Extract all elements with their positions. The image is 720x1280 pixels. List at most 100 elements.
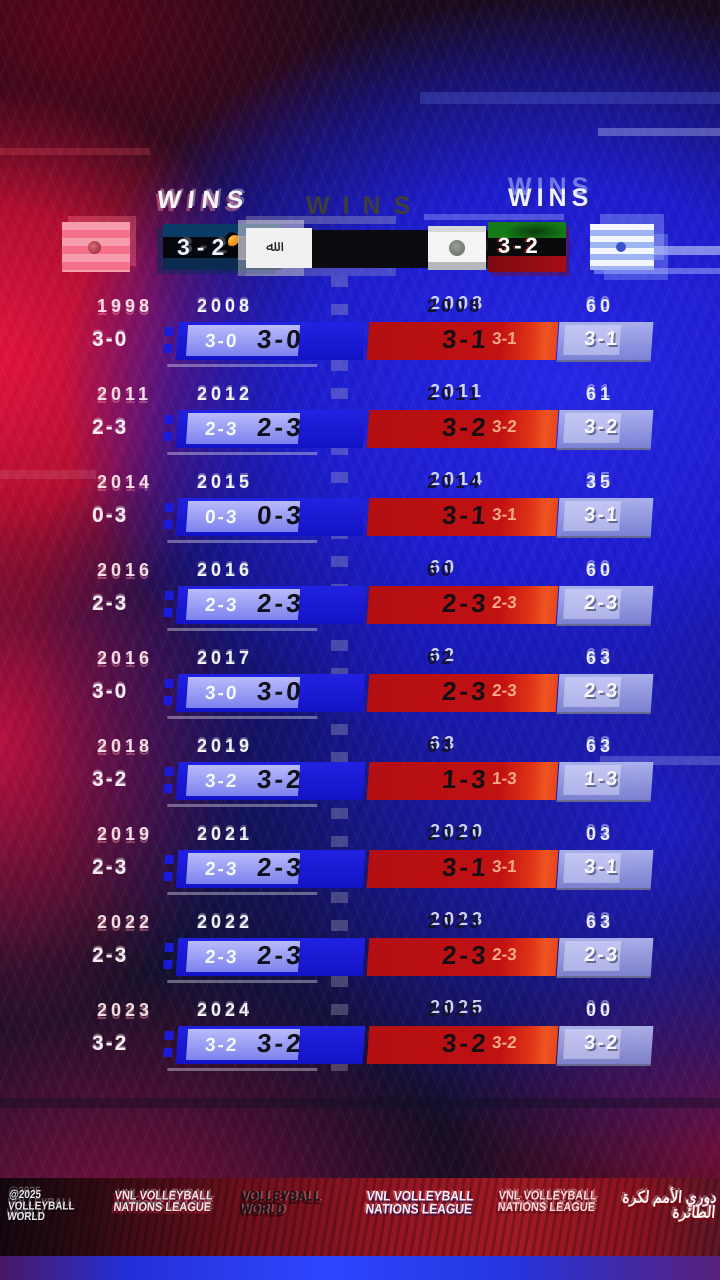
- score-pill-red: 2-3 2-3: [366, 674, 559, 712]
- score-ghost-left: 0-3: [92, 504, 129, 527]
- score-pill-light: 3-1: [556, 498, 654, 538]
- year-right-ghost: 00: [586, 1000, 615, 1020]
- year-left: 2016: [197, 560, 254, 580]
- table-row: 2016 2017 62 63 3-0 3-0 3-0 2-3 2-3 2-3: [0, 648, 720, 736]
- score-pill-blue: 3-2 3-2: [175, 762, 366, 800]
- year-right: 2008: [427, 296, 484, 316]
- year-left: 2022: [197, 912, 254, 932]
- score-value: 3-2: [441, 412, 490, 442]
- table-row: 1998 2008 2008 60 3-0 3-0 3-0 3-1 3-1 3-…: [0, 296, 720, 384]
- score-pill-blue: 3-0 3-0: [175, 674, 366, 712]
- score-ghost: 3-0: [204, 683, 240, 704]
- score-ghost: 3-1: [491, 505, 518, 524]
- score-ghost: 3-1: [491, 857, 518, 876]
- table-row: 2023 2024 2025 00 3-2 3-2 3-2 3-2 3-2 3-…: [0, 1000, 720, 1088]
- score-ghost: 2-3: [491, 681, 518, 700]
- score-ghost-left: 3-0: [92, 328, 129, 351]
- score-pill-light: 2-3: [556, 586, 654, 626]
- score-ghost: 2-3: [491, 593, 518, 612]
- score-ghost-left: 3-2: [92, 1032, 129, 1055]
- score-value: 2-3: [583, 592, 620, 614]
- year-left: 2024: [197, 1000, 254, 1020]
- red-band: [488, 256, 566, 272]
- away-score-box: 3-2: [488, 222, 566, 272]
- score-pill-blue: 0-3 0-3: [175, 498, 366, 536]
- score-ghost: 3-1: [491, 329, 518, 348]
- table-row: 2011 2012 2011 61 2-3 2-3 2-3 3-2 3-2 3-…: [0, 384, 720, 472]
- score-ghost: 2-3: [204, 419, 240, 440]
- score-pill-light: 3-1: [556, 850, 654, 890]
- left-flag-fragment: [62, 222, 130, 272]
- black-band: [488, 238, 566, 256]
- score-pill-red: 3-1 3-1: [366, 498, 559, 536]
- score-pill-light: 3-2: [556, 1026, 654, 1066]
- wins-title-center: WINS: [306, 192, 424, 220]
- score-pill-blue: 2-3 2-3: [175, 850, 366, 888]
- wins-title-ghost-left: WINS: [155, 186, 252, 214]
- green-band: [488, 222, 566, 238]
- score-pill-red: 3-1 3-1: [366, 850, 559, 888]
- score-value: 3-2: [583, 416, 620, 438]
- year-right: 63: [427, 736, 456, 756]
- year-right-ghost: 03: [586, 824, 615, 844]
- arabic-league-logo-text: دوري الأمم لكرة الطائرة: [621, 1187, 718, 1222]
- score-ghost: 3-2: [491, 417, 518, 436]
- score-pill-red: 1-3 1-3: [366, 762, 559, 800]
- score-value: 1-3: [583, 768, 620, 790]
- year-ghost-left: 2018: [97, 736, 154, 756]
- score-ghost: 3-2: [204, 771, 240, 792]
- score-value: 3-1: [583, 856, 620, 878]
- year-left: 2019: [197, 736, 254, 756]
- year-right: 2025: [427, 1000, 484, 1020]
- score-value: 2-3: [256, 940, 305, 970]
- table-row: 2019 2021 2020 03 2-3 2-3 2-3 3-1 3-1 3-…: [0, 824, 720, 912]
- year-right: 2020: [427, 824, 484, 844]
- table-row: 2022 2022 2023 63 2-3 2-3 2-3 2-3 2-3 2-…: [0, 912, 720, 1000]
- year-right-ghost: 63: [586, 912, 615, 932]
- score-ghost: 1-3: [491, 769, 518, 788]
- year-right-ghost: 35: [586, 472, 615, 492]
- bottom-blue-band: [0, 1256, 720, 1280]
- year-left: 2012: [197, 384, 254, 404]
- striped-flag-emblem-icon: [616, 242, 626, 252]
- score-value: 3-2: [256, 1028, 305, 1058]
- score-value: 3-2: [256, 764, 305, 794]
- year-ghost-left: 2016: [97, 648, 154, 668]
- score-ghost: 3-2: [491, 1033, 518, 1052]
- year-right: 2014: [427, 472, 484, 492]
- score-value: 3-1: [583, 504, 620, 526]
- year-right-ghost: 63: [586, 648, 615, 668]
- score-pill-red: 2-3 2-3: [366, 586, 559, 624]
- wins-title-ghost-right: WINS: [508, 184, 594, 212]
- score-value: 3-1: [441, 324, 490, 354]
- vnl-logo-text: VNL VOLLEYBALL NATIONS LEAGUE: [364, 1187, 475, 1218]
- away-score: 3-2: [498, 233, 542, 258]
- score-value: 3-1: [583, 328, 620, 350]
- score-value: 3-2: [583, 1032, 620, 1054]
- year-left: 2008: [197, 296, 254, 316]
- score-value: 2-3: [256, 852, 305, 882]
- white-flag-with-emblem: [428, 226, 486, 270]
- year-left: 2017: [197, 648, 254, 668]
- year-ghost-left: 2014: [97, 472, 154, 492]
- year-right: 2023: [427, 912, 484, 932]
- score-value: 3-2: [441, 1028, 490, 1058]
- score-value: 3-0: [256, 324, 305, 354]
- score-ghost: 2-3: [204, 595, 240, 616]
- year-ghost-left: 2011: [97, 384, 153, 404]
- score-ghost: 0-3: [204, 507, 240, 528]
- table-row: 2016 2016 60 60 2-3 2-3 2-3 2-3 2-3 2-3: [0, 560, 720, 648]
- score-ghost: 3-2: [204, 1035, 240, 1056]
- score-pill-blue: 2-3 2-3: [175, 938, 366, 976]
- score-value: 2-3: [583, 680, 620, 702]
- score-ghost-left: 2-3: [92, 416, 129, 439]
- year-left: 2021: [197, 824, 254, 844]
- score-pill-blue: 3-2 3-2: [175, 1026, 366, 1064]
- year-ghost-left: 2022: [97, 912, 154, 932]
- score-value: 3-1: [441, 852, 490, 882]
- calligraphy-glyph: ﷲ: [266, 238, 275, 255]
- year-right-ghost: 63: [586, 736, 615, 756]
- calligraphy-flag-strip: ﷲ: [246, 228, 312, 268]
- year-right-ghost: 60: [586, 560, 615, 580]
- striped-flag-fragment: [590, 224, 654, 270]
